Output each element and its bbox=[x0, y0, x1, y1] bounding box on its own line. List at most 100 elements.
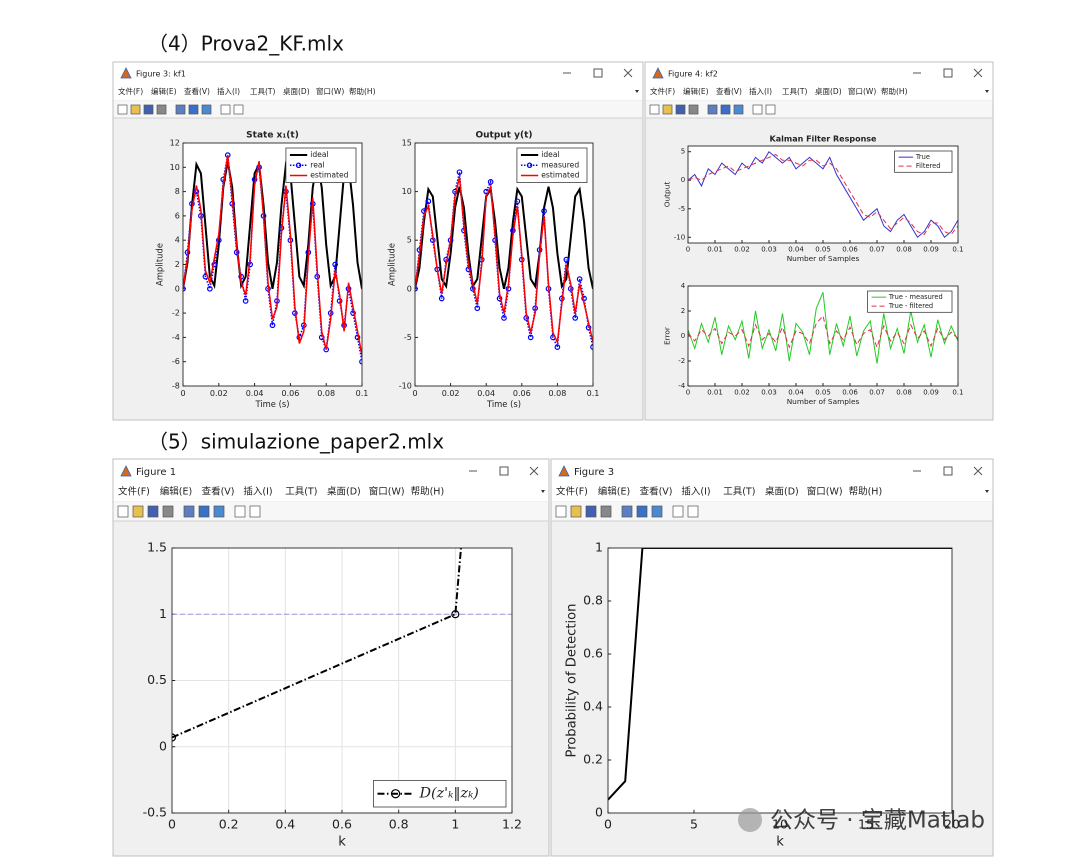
x-tick-label: 0.08 bbox=[548, 389, 566, 398]
axes-box bbox=[687, 285, 959, 387]
toolbar-button[interactable] bbox=[234, 505, 246, 518]
maximize-button[interactable] bbox=[943, 68, 953, 78]
maximize-button[interactable] bbox=[593, 68, 603, 78]
menu-item[interactable]: 插入(I) bbox=[681, 486, 710, 498]
menu-item[interactable]: 插入(I) bbox=[217, 86, 240, 96]
legend-marker bbox=[390, 789, 401, 799]
toolbar-button[interactable] bbox=[213, 505, 225, 518]
toolbar-button[interactable] bbox=[117, 104, 128, 115]
toolbar-button[interactable] bbox=[636, 505, 648, 518]
toolbar-button[interactable] bbox=[672, 505, 684, 518]
close-button[interactable] bbox=[973, 466, 983, 476]
menu-item[interactable]: 帮助(H) bbox=[881, 86, 908, 96]
toolbar-button[interactable] bbox=[188, 104, 199, 115]
toolbar-button[interactable] bbox=[233, 104, 244, 115]
series-line bbox=[183, 160, 362, 290]
menu-item[interactable]: 桌面(D) bbox=[283, 86, 310, 96]
toolbar-button[interactable] bbox=[707, 104, 718, 115]
data-point bbox=[474, 305, 481, 312]
toolbar-button[interactable] bbox=[201, 104, 212, 115]
menu-item[interactable]: 查看(V) bbox=[202, 486, 235, 498]
menu-item[interactable]: 帮助(H) bbox=[849, 486, 883, 498]
y-tick-label: 0 bbox=[407, 284, 412, 293]
toolbar-button[interactable] bbox=[147, 505, 159, 518]
toolbar bbox=[645, 101, 993, 118]
menu-item[interactable]: 文件(F) bbox=[118, 86, 143, 96]
menu-item[interactable]: 工具(T) bbox=[285, 487, 317, 498]
toolbar-button[interactable] bbox=[117, 505, 129, 518]
legend-marker bbox=[526, 162, 533, 169]
title-bar bbox=[113, 459, 549, 484]
menu-item[interactable]: 文件(F) bbox=[118, 486, 150, 498]
x-tick-label: 0.08 bbox=[896, 246, 912, 254]
y-tick-label: 8 bbox=[175, 187, 180, 196]
menu-item[interactable]: 窗口(W) bbox=[316, 86, 344, 96]
toolbar-button[interactable] bbox=[175, 104, 186, 115]
legend-label: Filtered bbox=[916, 162, 941, 170]
menu-item[interactable]: 编辑(E) bbox=[598, 486, 630, 498]
menu-item[interactable]: 查看(V) bbox=[716, 86, 742, 96]
toolbar-button[interactable] bbox=[687, 505, 699, 518]
close-button[interactable] bbox=[623, 68, 633, 78]
menu-item[interactable]: 插入(I) bbox=[749, 86, 772, 96]
legend-label: True - filtered bbox=[888, 302, 933, 310]
toolbar-button[interactable] bbox=[220, 104, 231, 115]
x-tick-label: 0.07 bbox=[869, 389, 885, 397]
menu-item[interactable]: 编辑(E) bbox=[683, 86, 709, 96]
menu-item[interactable]: 窗口(W) bbox=[369, 486, 405, 498]
data-point bbox=[172, 733, 177, 742]
toolbar-button[interactable] bbox=[570, 505, 582, 518]
heading: （4）Prova2_KF.mlx bbox=[148, 32, 344, 56]
toolbar-button[interactable] bbox=[156, 104, 167, 115]
menu-item[interactable]: 查看(V) bbox=[184, 86, 210, 96]
menu-item[interactable]: 工具(T) bbox=[782, 87, 808, 96]
maximize-button[interactable] bbox=[943, 466, 953, 476]
toolbar-button[interactable] bbox=[249, 505, 261, 518]
menu-item[interactable]: 桌面(D) bbox=[327, 486, 361, 498]
y-tick-label: 0 bbox=[159, 738, 167, 753]
toolbar-button[interactable] bbox=[662, 104, 673, 115]
toolbar-button[interactable] bbox=[651, 505, 663, 518]
menu-item[interactable]: 文件(F) bbox=[650, 86, 675, 96]
data-point bbox=[527, 334, 534, 341]
toolbar-button[interactable] bbox=[688, 104, 699, 115]
toolbar-button[interactable] bbox=[765, 104, 776, 115]
legend-label: real bbox=[310, 160, 324, 169]
menu-item[interactable]: 工具(T) bbox=[250, 87, 276, 96]
menu-item[interactable]: 窗口(W) bbox=[807, 486, 843, 498]
toolbar-button[interactable] bbox=[143, 104, 154, 115]
toolbar-button[interactable] bbox=[130, 104, 141, 115]
toolbar-button[interactable] bbox=[621, 505, 633, 518]
close-button[interactable] bbox=[973, 68, 983, 78]
series-line bbox=[688, 292, 958, 364]
toolbar-button[interactable] bbox=[752, 104, 763, 115]
menu-item[interactable]: 文件(F) bbox=[556, 486, 588, 498]
data-point bbox=[332, 261, 338, 268]
menu-item[interactable]: 插入(I) bbox=[243, 486, 272, 498]
menu-item[interactable]: 帮助(H) bbox=[411, 486, 445, 498]
toolbar-button[interactable] bbox=[183, 505, 195, 518]
menu-bar bbox=[645, 84, 993, 100]
menu-item[interactable]: 窗口(W) bbox=[848, 86, 876, 96]
y-tick-label: -0.5 bbox=[143, 805, 167, 820]
toolbar-button[interactable] bbox=[555, 505, 567, 518]
menu-item[interactable]: 帮助(H) bbox=[349, 86, 376, 96]
menu-item[interactable]: 工具(T) bbox=[723, 487, 755, 498]
menu-item[interactable]: 查看(V) bbox=[640, 486, 673, 498]
toolbar-button[interactable] bbox=[675, 104, 686, 115]
x-tick-label: 0 bbox=[180, 389, 185, 398]
toolbar-button[interactable] bbox=[162, 505, 174, 518]
menu-item[interactable]: 编辑(E) bbox=[160, 486, 192, 498]
toolbar-button[interactable] bbox=[649, 104, 660, 115]
toolbar-button[interactable] bbox=[600, 505, 612, 518]
menu-item[interactable]: 编辑(E) bbox=[151, 86, 177, 96]
toolbar-button[interactable] bbox=[132, 505, 144, 518]
menu-item[interactable]: 桌面(D) bbox=[765, 486, 799, 498]
toolbar-button[interactable] bbox=[198, 505, 210, 518]
toolbar-button[interactable] bbox=[733, 104, 744, 115]
toolbar-button[interactable] bbox=[585, 505, 597, 518]
close-button[interactable] bbox=[529, 466, 539, 476]
menu-item[interactable]: 桌面(D) bbox=[815, 86, 842, 96]
maximize-button[interactable] bbox=[499, 466, 509, 476]
toolbar-button[interactable] bbox=[720, 104, 731, 115]
